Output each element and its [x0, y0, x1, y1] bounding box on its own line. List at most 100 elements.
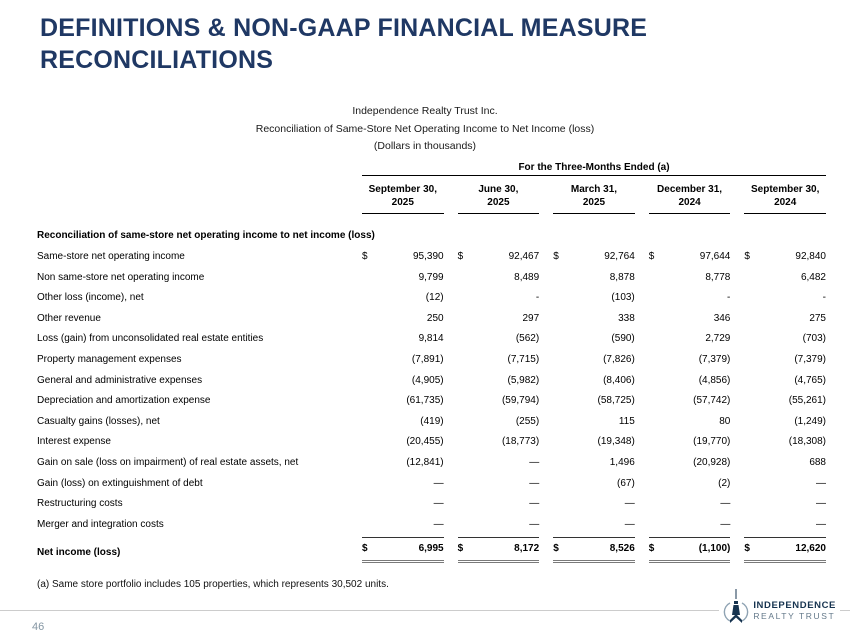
value-cell: — [451, 474, 547, 495]
cell-value: - [822, 292, 826, 304]
cell-value: 92,764 [604, 251, 635, 262]
value-cell: (20,455) [355, 432, 451, 453]
value-cell: (562) [451, 329, 547, 350]
value-cell: $6,995 [355, 535, 451, 564]
value-cell: — [642, 515, 738, 536]
value-cell: 688 [737, 453, 833, 474]
cell-value: — [529, 518, 540, 530]
cell-value: (1,100) [698, 543, 731, 555]
value-cell: (20,928) [642, 453, 738, 474]
cell-value: — [529, 477, 540, 489]
value-cell: — [546, 515, 642, 536]
value-cell: (5,982) [451, 371, 547, 392]
table-row: Restructuring costs — — — — — [37, 494, 833, 515]
row-label: Loss (gain) from unconsolidated real est… [37, 333, 264, 345]
cell-value: (7,891) [411, 353, 444, 365]
dollar-sign: $ [457, 543, 464, 555]
cell-value: (703) [802, 333, 826, 345]
cell-value: 8,489 [514, 271, 540, 283]
cell-value: — [624, 518, 635, 530]
value-cell: 338 [546, 309, 642, 330]
row-label: General and administrative expenses [37, 374, 203, 386]
dollar-sign: $ [553, 251, 559, 262]
span-header-cell: For the Three-Months Ended (a) [355, 162, 833, 176]
value-cell: 346 [642, 309, 738, 330]
value-cell: 8,489 [451, 268, 547, 289]
value-cell: (12,841) [355, 453, 451, 474]
value-cell: — [737, 474, 833, 495]
footnote: (a) Same store portfolio includes 105 pr… [37, 579, 389, 591]
footer-divider [0, 610, 850, 611]
cell-value: (103) [611, 292, 635, 304]
value-cell: 297 [451, 309, 547, 330]
table-subtitle: Reconciliation of Same-Store Net Operati… [255, 122, 595, 135]
value-cell: 6,482 [737, 268, 833, 289]
value-cell: $12,620 [737, 535, 833, 564]
row-label: Casualty gains (losses), net [37, 415, 160, 427]
cell-value: 297 [522, 312, 540, 324]
cell-value: (1,249) [794, 415, 826, 427]
value-cell: 1,496 [546, 453, 642, 474]
cell-value: (12) [425, 292, 444, 304]
company-name: Independence Realty Trust Inc. [352, 105, 498, 117]
row-label: Non same-store net operating income [37, 271, 205, 283]
column-header-line2: 2025 [391, 197, 414, 208]
value-cell: (8,406) [546, 371, 642, 392]
value-cell: (18,308) [737, 432, 833, 453]
table-row: Gain on sale (loss on impairment) of rea… [37, 453, 833, 474]
value-cell: (4,765) [737, 371, 833, 392]
cell-value: 95,390 [413, 251, 444, 262]
table-row: General and administrative expenses (4,90… [37, 371, 833, 392]
column-header-line2: 2024 [678, 197, 701, 208]
row-label: Gain on sale (loss on impairment) of rea… [37, 456, 299, 468]
value-cell: (59,794) [451, 391, 547, 412]
table-row: Property management expenses (7,891) (7,71… [37, 350, 833, 371]
value-cell: $92,840 [737, 247, 833, 268]
reconciliation-table-wrap: For the Three-Months Ended (a) September… [37, 162, 833, 590]
value-cell: (58,725) [546, 391, 642, 412]
cell-value: 115 [618, 415, 635, 427]
value-cell: (18,773) [451, 432, 547, 453]
cell-value: 6,995 [418, 543, 444, 555]
section-header: Reconciliation of same-store net operati… [37, 230, 375, 241]
table-title-block: Independence Realty Trust Inc. Reconcili… [0, 103, 850, 156]
cell-value: (5,982) [507, 374, 540, 386]
value-cell: — [642, 494, 738, 515]
value-cell: — [355, 474, 451, 495]
value-cell: (703) [737, 329, 833, 350]
lighthouse-icon [723, 589, 749, 634]
cell-value: (419) [420, 415, 444, 427]
value-cell: - [642, 288, 738, 309]
cell-value: 92,467 [508, 251, 540, 262]
table-row: Loss (gain) from unconsolidated real est… [37, 329, 833, 350]
cell-value: (7,826) [603, 353, 635, 365]
cell-value: — [433, 518, 444, 530]
cell-value: — [433, 498, 444, 510]
cell-value: (7,715) [507, 353, 540, 365]
cell-value: (57,742) [693, 395, 731, 407]
row-label: Merger and integration costs [37, 518, 164, 530]
row-label: Other revenue [37, 312, 101, 324]
cell-value: — [720, 518, 731, 530]
value-cell: 9,799 [355, 268, 451, 289]
row-label: Net income (loss) [37, 546, 121, 558]
column-header-line1: September 30, [751, 184, 820, 195]
value-cell: 250 [355, 309, 451, 330]
cell-value: (20,928) [693, 456, 731, 468]
value-cell: — [451, 515, 547, 536]
cell-value: 9,799 [418, 271, 444, 283]
cell-value: (59,794) [501, 395, 540, 407]
logo-line2: REALTY TRUST [753, 611, 836, 622]
cell-value: — [720, 498, 731, 510]
value-cell: — [737, 515, 833, 536]
table-row: Merger and integration costs — — — — — [37, 515, 833, 536]
row-label: Other loss (income), net [37, 292, 144, 304]
table-units: (Dollars in thousands) [373, 140, 477, 152]
cell-value: — [529, 498, 540, 510]
cell-value: (562) [515, 333, 540, 345]
cell-value: — [529, 456, 540, 468]
value-cell: 2,729 [642, 329, 738, 350]
value-cell: (19,770) [642, 432, 738, 453]
column-header-line1: December 31, [657, 184, 723, 195]
